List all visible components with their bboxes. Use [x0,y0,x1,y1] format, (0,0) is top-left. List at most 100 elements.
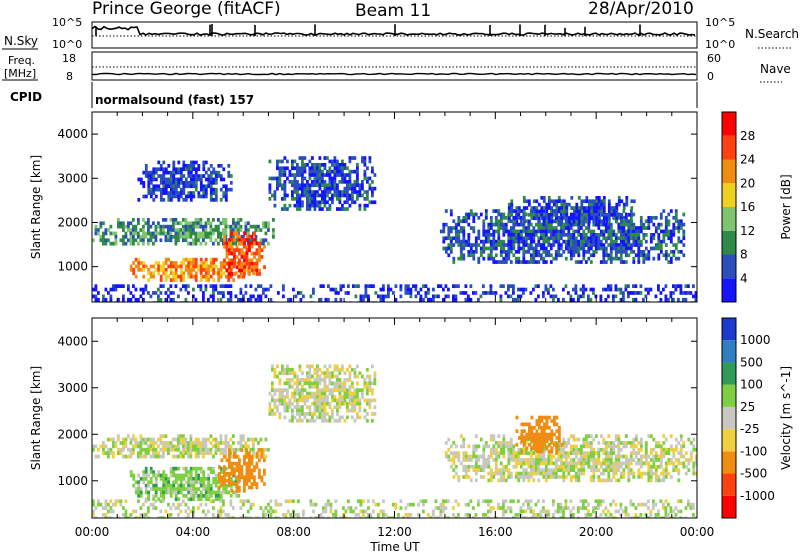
heatmap-cell [333,166,337,171]
heatmap-cell [532,199,536,204]
heatmap-cell [351,401,354,406]
heatmap-cell [487,233,491,237]
heatmap-cell [647,222,651,227]
heatmap-cell [499,468,503,472]
heatmap-cell [303,183,307,188]
heatmap-cell [612,229,616,234]
heatmap-cell [612,294,615,299]
heatmap-cell [209,174,213,178]
heatmap-cell [326,371,329,375]
heatmap-cell [291,395,294,399]
heatmap-cell [222,294,225,299]
heatmap-cell [639,471,643,476]
heatmap-cell [482,229,486,234]
heatmap-cell [356,364,359,369]
heatmap-cell [187,487,191,491]
heatmap-cell [669,458,673,462]
heatmap-cell [346,415,349,420]
heatmap-cell [487,461,491,466]
heatmap-cell [654,478,658,483]
heatmap-cell [167,274,171,279]
heatmap-cell [502,216,506,220]
heatmap-cell [607,209,611,214]
heatmap-cell [109,437,113,442]
heatmap-cell [622,444,626,449]
heatmap-cell [132,447,135,452]
heatmap-cell [547,243,551,247]
heatmap-cell [517,260,521,264]
heatmap-cell [363,169,367,174]
heatmap-cell [549,475,553,479]
heatmap-cell [182,494,186,498]
heatmap-cell [230,238,234,242]
heatmap-cell [271,388,274,392]
heatmap-cell [308,169,312,174]
heatmap-cell [449,464,453,469]
heatmap-cell [554,294,558,299]
heatmap-cell [664,468,668,472]
heatmap-cell [519,246,523,251]
heatmap-cell [154,261,158,265]
heatmap-cell [602,216,606,221]
heatmap-cell [329,287,333,292]
heatmap-cell [214,441,218,445]
heatmap-cell [509,229,513,234]
heatmap-cell [572,222,576,227]
heatmap-cell [560,219,564,224]
heatmap-cell [144,231,148,236]
heatmap-cell [582,291,585,295]
heatmap-cell [212,437,215,442]
heatmap-cell [311,415,314,420]
heatmap-cell [467,468,471,472]
heatmap-cell [276,364,279,369]
heatmap-cell [600,202,604,207]
heatmap-cell [579,233,583,237]
heatmap-cell [272,218,275,222]
heatmap-cell [229,235,233,239]
heatmap-cell [514,229,518,234]
heatmap-cell [224,221,228,226]
heatmap-cell [557,196,561,200]
heatmap-cell [189,191,193,195]
heatmap-cell [259,437,263,442]
heatmap-cell [154,170,158,175]
heatmap-cell [134,228,138,232]
heatmap-cell [328,176,332,181]
heatmap-cell [624,233,628,237]
heatmap-cell [245,448,249,452]
heatmap-cell [318,401,322,406]
heatmap-cell [529,461,533,466]
heatmap-cell [474,239,478,244]
heatmap-cell [407,284,410,288]
heatmap-cell [228,248,231,252]
heatmap-cell [248,475,251,480]
heatmap-cell [222,228,225,232]
heatmap-cell [298,395,302,399]
heatmap-cell [599,239,603,244]
heatmap-cell [276,408,279,413]
heatmap-cell [167,198,171,202]
heatmap-cell [341,169,344,174]
heatmap-cell [298,415,302,420]
heatmap-cell [609,441,613,445]
heatmap-cell [102,231,105,236]
heatmap-cell [197,441,200,445]
heatmap-cell [552,209,556,214]
heatmap-cell [517,233,521,237]
heatmap-cell [283,408,287,413]
heatmap-cell [172,470,176,474]
heatmap-cell [504,243,508,247]
heatmap-cell [534,222,538,227]
heatmap-cell [346,401,349,406]
heatmap-cell [298,388,302,392]
heatmap-cell [487,444,491,449]
heatmap-cell [368,156,372,160]
heatmap-cell [187,480,191,485]
colorbar-tick-label: 28 [740,129,755,143]
heatmap-cell [587,441,591,445]
heatmap-cell [152,235,155,239]
heatmap-cell [228,265,231,269]
heatmap-cell [273,190,277,194]
heatmap-cell [497,209,501,213]
heatmap-cell [612,471,616,476]
